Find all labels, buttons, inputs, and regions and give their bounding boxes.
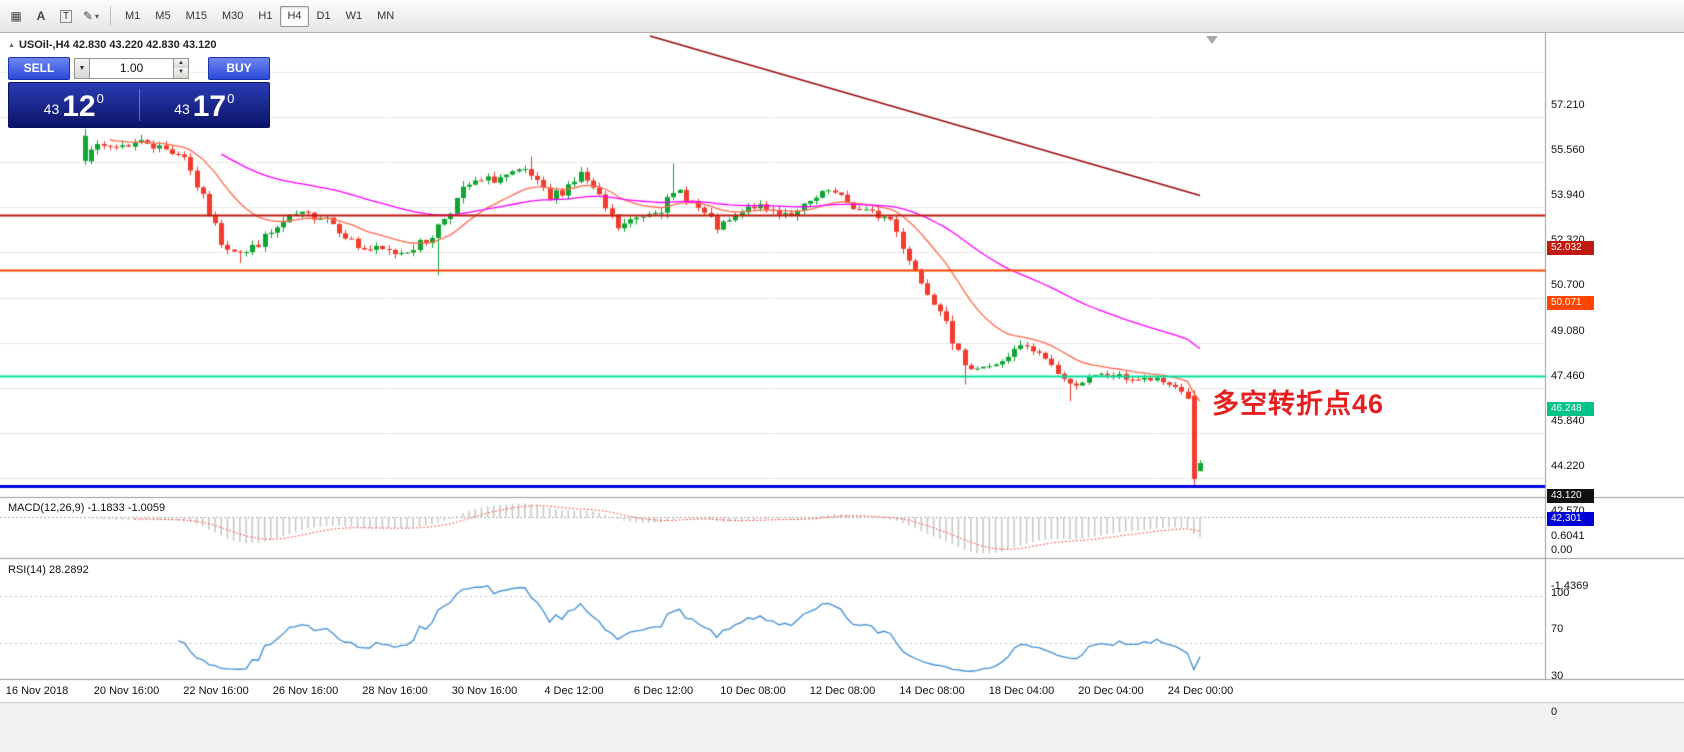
chart-shift-marker[interactable] <box>1206 36 1218 44</box>
ask-price[interactable]: 43 17 0 <box>140 83 270 127</box>
volume-dropdown-button[interactable]: ▼ <box>74 57 90 79</box>
time-axis-label: 10 Dec 08:00 <box>720 685 786 697</box>
chart-symbol-header: ▲ USOil-,H4 42.830 43.220 42.830 43.120 <box>8 39 216 51</box>
price-axis-label: 45.840 <box>1551 414 1585 427</box>
time-axis-label: 20 Dec 04:00 <box>1078 685 1144 697</box>
timeframe-button-mn[interactable]: MN <box>377 10 395 22</box>
drawing-tool-icon[interactable]: ✎ ▾ <box>82 9 100 23</box>
price-axis-label: 53.940 <box>1551 189 1585 202</box>
quote-divider <box>138 89 140 121</box>
rsi-indicator-label: RSI(14) 28.2892 <box>8 564 89 576</box>
time-axis-label: 22 Nov 16:00 <box>183 685 249 697</box>
price-axis-label: 49.080 <box>1551 324 1585 337</box>
sell-button[interactable]: SELL <box>8 56 70 80</box>
time-axis-label: 26 Nov 16:00 <box>272 685 339 697</box>
price-axis-label: 55.560 <box>1551 144 1585 157</box>
chevron-down-icon: ▾ <box>95 11 100 21</box>
ask-pips: 17 <box>192 90 227 123</box>
timeframe-button-m1[interactable]: M1 <box>125 10 141 22</box>
buy-button[interactable]: BUY <box>208 56 270 80</box>
rsi-axis-label: 30 <box>1551 670 1564 683</box>
bid-pips: 12 <box>62 90 96 123</box>
macd-axis-label: 0.6041 <box>1551 529 1585 542</box>
ask-point: 0 <box>227 91 235 106</box>
time-axis-label: 12 Dec 08:00 <box>809 685 876 697</box>
timeframe-button-m30[interactable]: M30 <box>221 10 244 22</box>
cursor-tool-icon[interactable]: A <box>36 9 46 23</box>
timeframe-group: M1 M5 M15 M30 H1 H4 D1 W1 MN <box>118 5 401 27</box>
collapse-arrow-icon[interactable]: ▲ <box>8 41 15 49</box>
time-axis-label: 16 Nov 2018 <box>5 685 69 697</box>
bid-integer: 43 <box>43 101 60 117</box>
bid-point: 0 <box>96 91 104 106</box>
time-axis-label: 30 Nov 16:00 <box>451 685 518 697</box>
one-click-trading-panel: SELL ▼ ▲ ▼ BUY 43 12 0 43 17 0 <box>8 56 270 128</box>
time-axis-label: 6 Dec 12:00 <box>633 685 694 697</box>
time-axis-label: 24 Dec 00:00 <box>1167 685 1234 697</box>
volume-stepper: ▲ ▼ <box>174 57 189 79</box>
timeframe-button-w1[interactable]: W1 <box>345 10 363 22</box>
price-axis-label: 50.700 <box>1551 279 1585 292</box>
time-axis-label: 28 Nov 16:00 <box>362 685 428 697</box>
time-axis-label: 4 Dec 12:00 <box>544 685 604 697</box>
volume-down-button[interactable]: ▼ <box>174 68 188 78</box>
time-axis-label: 20 Nov 16:00 <box>93 685 160 697</box>
price-axis-label: 47.460 <box>1551 369 1585 382</box>
time-axis-label: 18 Dec 04:00 <box>988 685 1055 697</box>
macd-axis-label: 0.00 <box>1551 544 1573 557</box>
chart-region: ▲ USOil-,H4 42.830 43.220 42.830 43.120 … <box>0 33 1684 752</box>
toolbar-separator <box>110 6 111 26</box>
price-badge: 43.120 <box>1547 489 1594 504</box>
macd-axis-label: -1.4369 <box>1551 579 1589 592</box>
text-tool-icon[interactable]: T <box>54 5 78 27</box>
timeframe-button-h4[interactable]: H4 <box>280 5 309 27</box>
timeframe-button-d1[interactable]: D1 <box>316 10 331 22</box>
chart-annotation: 多空转折点46 <box>1212 389 1385 419</box>
rsi-axis-label: 70 <box>1551 622 1564 635</box>
price-badge: 50.071 <box>1547 295 1594 310</box>
volume-up-button[interactable]: ▲ <box>174 58 188 68</box>
rsi-axis-label: 100 <box>1551 587 1570 599</box>
timeframe-button-m15[interactable]: M15 <box>185 10 207 22</box>
symbol-ohlc-text: USOil-,H4 42.830 43.220 42.830 43.120 <box>18 39 217 51</box>
quote-panel: 43 12 0 43 17 0 <box>8 82 270 128</box>
price-axis-label: 57.210 <box>1551 98 1585 111</box>
trade-controls-row: SELL ▼ ▲ ▼ BUY <box>8 56 270 80</box>
price-badge: 52.032 <box>1547 241 1594 256</box>
volume-input[interactable] <box>90 57 174 79</box>
price-badge: 42.301 <box>1547 511 1594 526</box>
volume-control: ▼ ▲ ▼ <box>74 57 189 79</box>
bid-price[interactable]: 43 12 0 <box>9 83 139 127</box>
price-axis-label: 44.220 <box>1551 459 1585 472</box>
time-axis[interactable]: 16 Nov 2018 20 Nov 16:00 22 Nov 16:00 26 No… <box>0 680 1545 702</box>
timeframe-button-m5[interactable]: M5 <box>155 10 171 22</box>
grid-icon[interactable]: ▦ <box>10 9 22 23</box>
macd-indicator-label: MACD(12,26,9) -1.1833 -1.0059 <box>8 502 166 514</box>
text-frame-glyph: T <box>59 9 73 23</box>
time-axis-label: 14 Dec 08:00 <box>899 685 965 697</box>
rsi-axis-label: 0 <box>1551 706 1558 718</box>
chart-canvas[interactable] <box>0 33 1684 752</box>
price-badge: 46.248 <box>1547 402 1594 417</box>
toolbar: ▦ A T ✎ ▾ M1 M5 M15 M30 H1 H4 D1 W1 MN <box>0 0 1684 33</box>
ask-integer: 43 <box>174 101 190 117</box>
timeframe-button-h1[interactable]: H1 <box>258 10 273 22</box>
